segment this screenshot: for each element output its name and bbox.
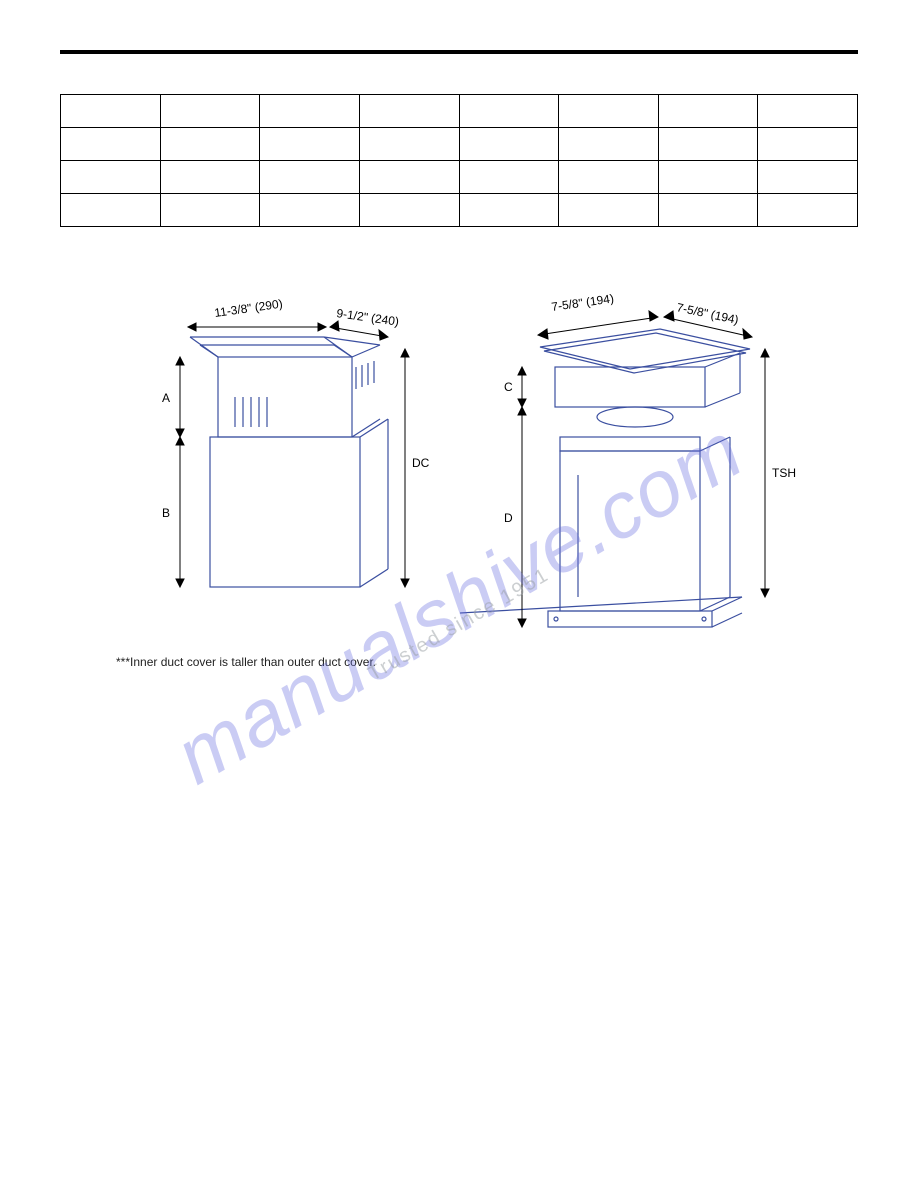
table-cell — [758, 161, 858, 194]
table-cell — [658, 128, 758, 161]
table-cell — [61, 128, 161, 161]
page: 11-3/8" (290) 9-1/2" (240) A B DCH ***In… — [0, 0, 918, 1188]
table-cell — [260, 194, 360, 227]
dim-C: C — [504, 380, 513, 394]
table-cell — [459, 128, 559, 161]
dim-top-left: 7-5/8" (194) — [550, 291, 614, 314]
table-cell — [61, 194, 161, 227]
dim-top-right: 9-1/2" (240) — [336, 306, 400, 329]
table-cell — [459, 194, 559, 227]
table-cell — [758, 128, 858, 161]
support-diagram: 7-5/8" (194) 7-5/8" (194) C D TSH — [460, 287, 800, 669]
dimensions-table — [60, 94, 858, 227]
table-cell — [260, 128, 360, 161]
table-cell — [359, 95, 459, 128]
table-cell — [559, 194, 659, 227]
duct-cover-svg: 11-3/8" (290) 9-1/2" (240) A B DCH — [110, 287, 430, 647]
table-cell — [758, 194, 858, 227]
dim-D: D — [504, 511, 513, 525]
dim-top-left: 11-3/8" (290) — [213, 297, 283, 320]
table-cell — [758, 95, 858, 128]
table-cell — [459, 95, 559, 128]
table-row — [61, 128, 858, 161]
table-cell — [260, 95, 360, 128]
table-row — [61, 95, 858, 128]
diagrams-row: 11-3/8" (290) 9-1/2" (240) A B DCH ***In… — [60, 287, 858, 669]
table-row — [61, 161, 858, 194]
dim-A: A — [162, 391, 170, 405]
table-cell — [260, 161, 360, 194]
table-cell — [559, 95, 659, 128]
table-cell — [61, 161, 161, 194]
table-cell — [160, 95, 260, 128]
table-cell — [658, 161, 758, 194]
support-svg: 7-5/8" (194) 7-5/8" (194) C D TSH — [460, 287, 800, 667]
dim-B: B — [162, 506, 170, 520]
duct-cover-diagram: 11-3/8" (290) 9-1/2" (240) A B DCH ***In… — [110, 287, 430, 669]
table-cell — [658, 95, 758, 128]
table-cell — [658, 194, 758, 227]
table-cell — [459, 161, 559, 194]
table-row — [61, 194, 858, 227]
table-cell — [359, 194, 459, 227]
table-cell — [559, 128, 659, 161]
table-cell — [160, 161, 260, 194]
table-cell — [559, 161, 659, 194]
table-cell — [359, 128, 459, 161]
horizontal-rule — [60, 50, 858, 54]
dim-top-right: 7-5/8" (194) — [675, 300, 740, 327]
table-cell — [160, 128, 260, 161]
footnote-text: ***Inner duct cover is taller than outer… — [116, 655, 430, 669]
dim-DCH: DCH — [412, 456, 430, 470]
table-cell — [61, 95, 161, 128]
table-cell — [160, 194, 260, 227]
table-cell — [359, 161, 459, 194]
dim-TSH: TSH — [772, 466, 796, 480]
